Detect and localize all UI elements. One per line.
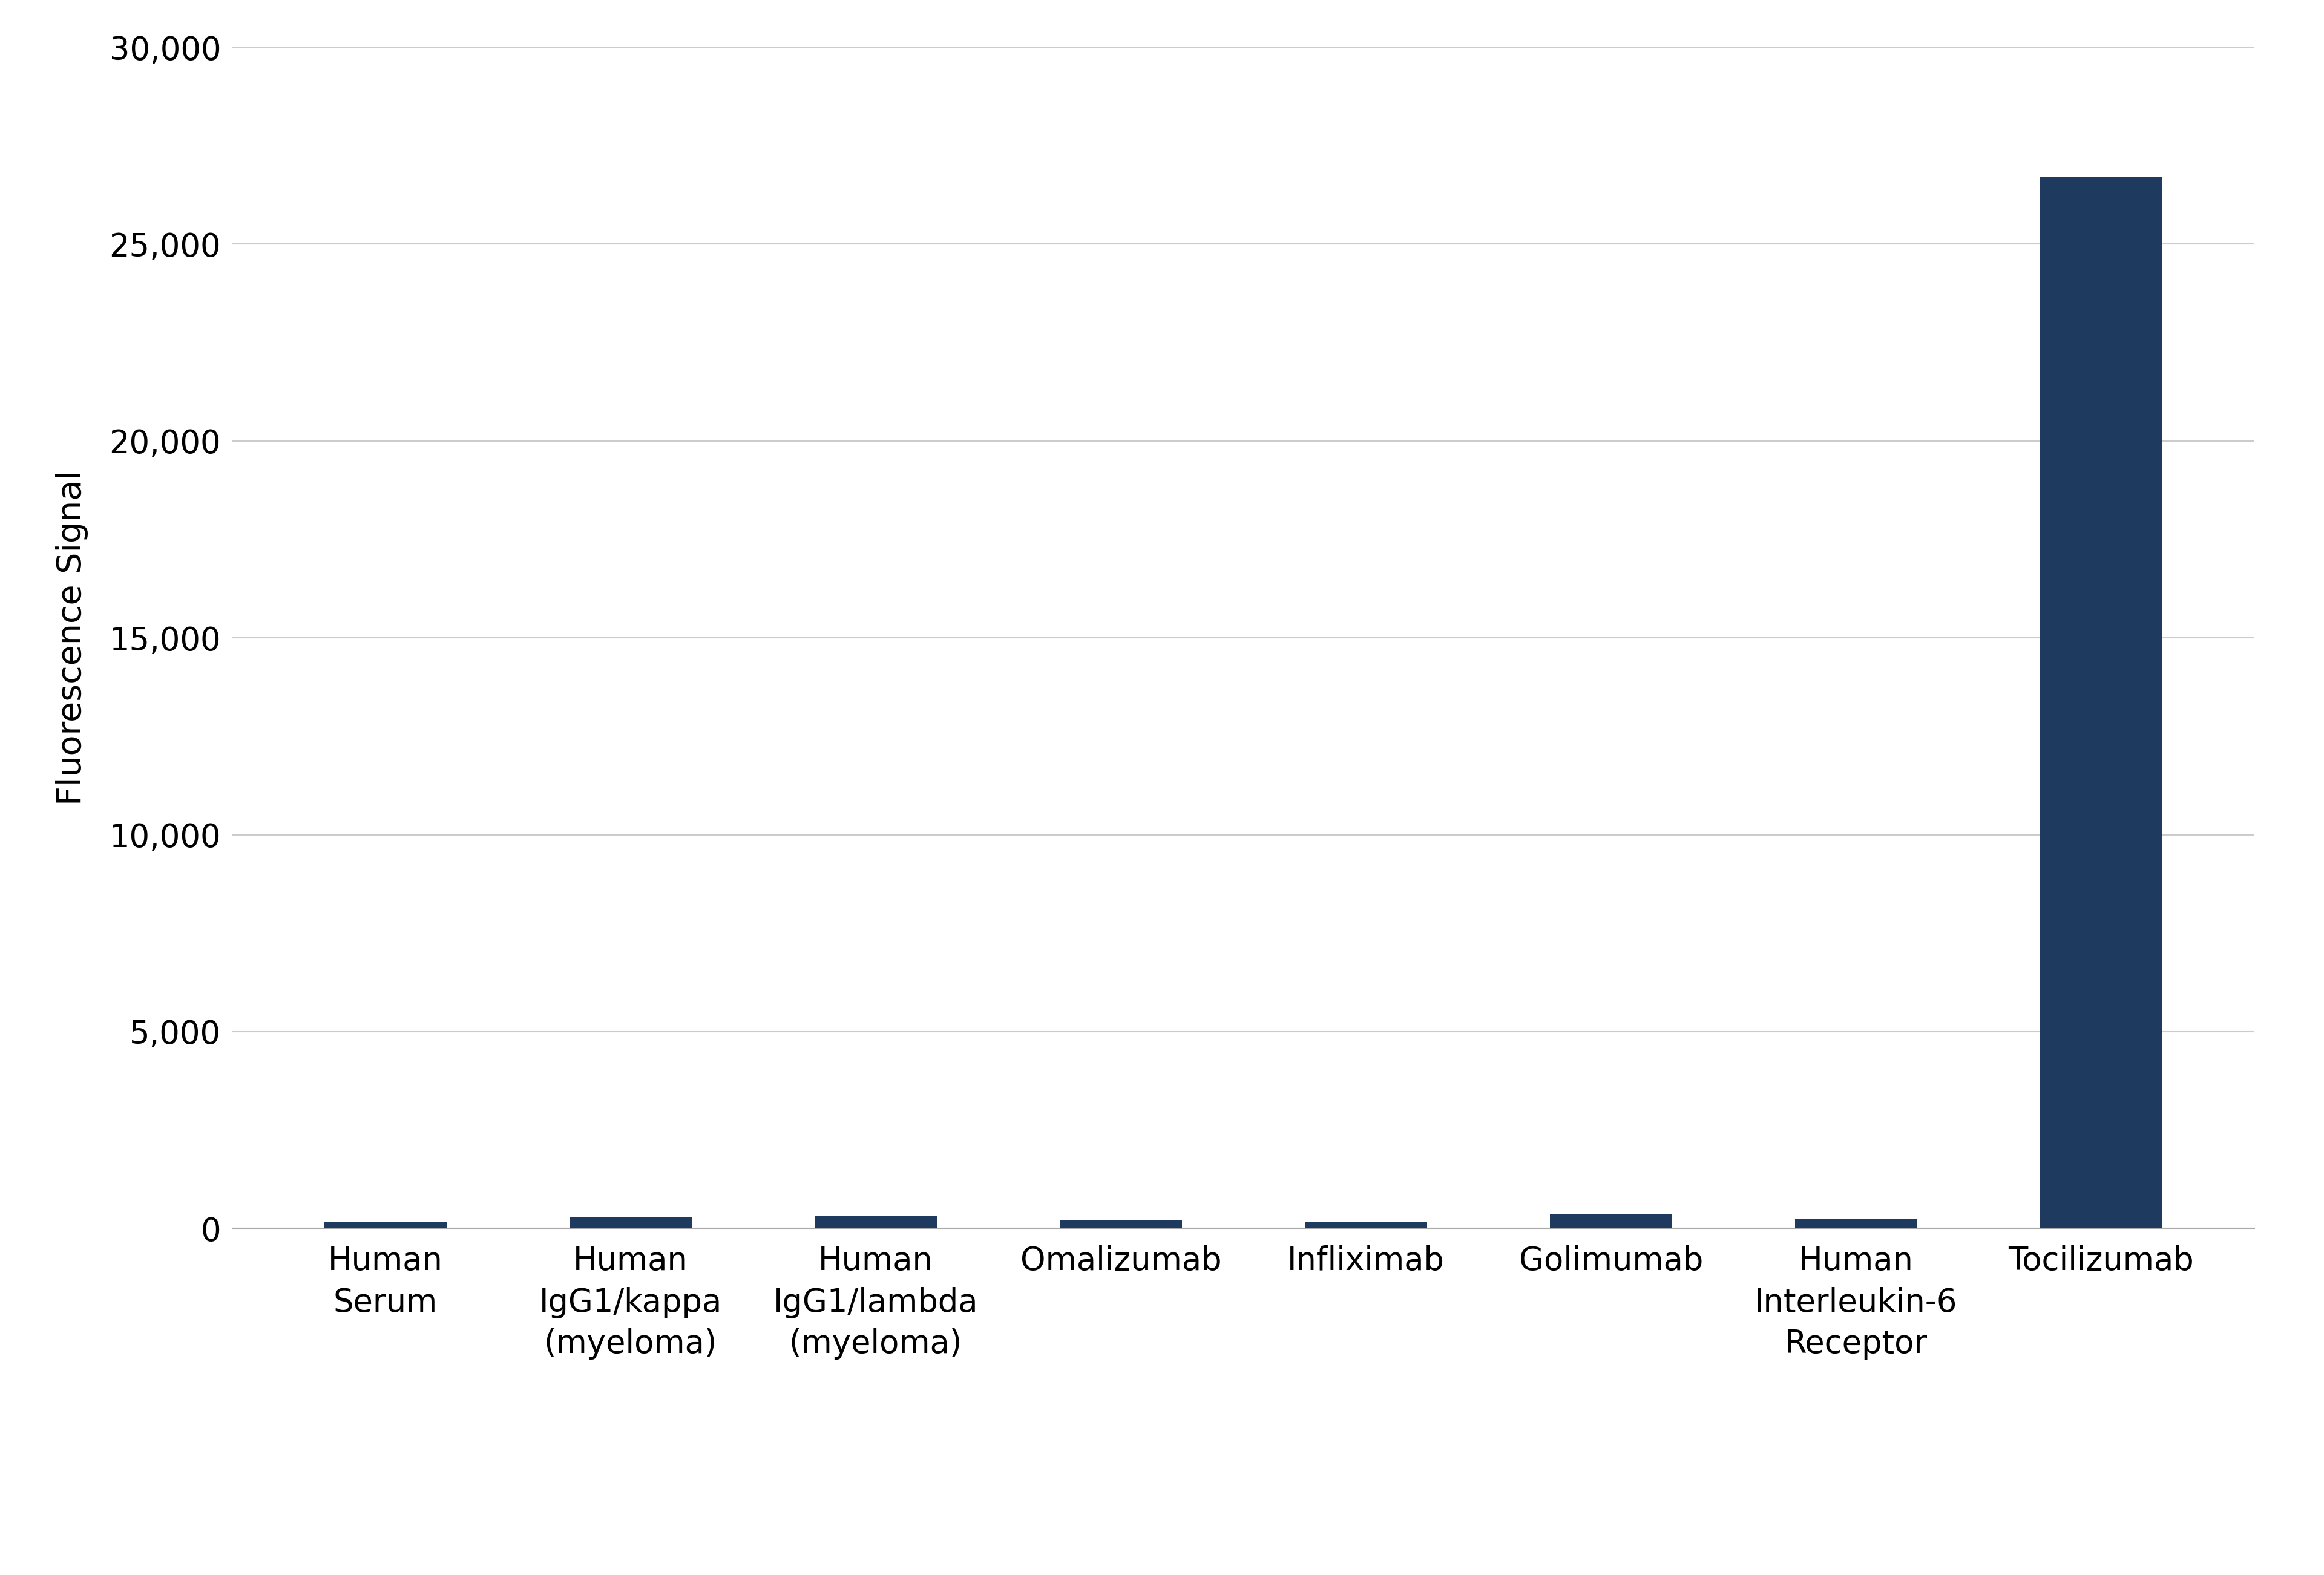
Bar	[813, 1216, 937, 1228]
Bar	[1304, 1222, 1427, 1228]
Bar	[1060, 1221, 1183, 1228]
Bar	[1550, 1213, 1673, 1228]
Bar	[569, 1217, 693, 1228]
Bar	[1794, 1219, 1917, 1228]
Bar	[2040, 176, 2161, 1228]
Bar	[325, 1222, 446, 1228]
Y-axis label: Fluorescence Signal: Fluorescence Signal	[56, 471, 88, 805]
